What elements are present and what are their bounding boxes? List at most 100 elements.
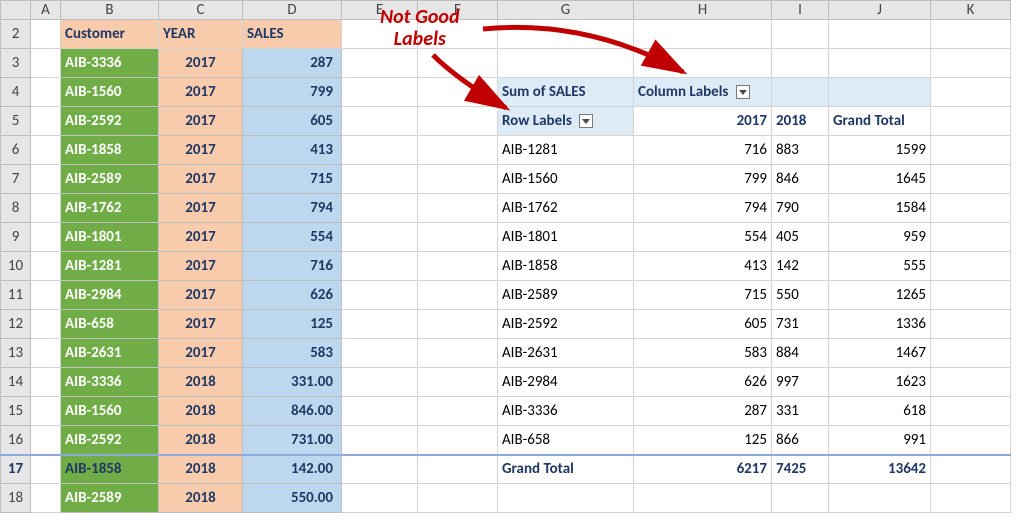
- cell-year[interactable]: 2017: [159, 339, 243, 368]
- row-header-15[interactable]: 15: [1, 397, 31, 426]
- cell-G3[interactable]: [498, 49, 634, 78]
- cell-year[interactable]: 2017: [159, 107, 243, 136]
- row-header-7[interactable]: 7: [1, 165, 31, 194]
- cell-F12[interactable]: [418, 310, 498, 339]
- cell-F16[interactable]: [418, 426, 498, 455]
- cell-F5[interactable]: [418, 107, 498, 136]
- col-header-H[interactable]: H: [634, 1, 772, 20]
- row-labels-dropdown-icon[interactable]: [579, 114, 593, 128]
- pivot-blank-J4[interactable]: [829, 78, 931, 107]
- cell-G18[interactable]: [498, 484, 634, 513]
- pivot-val-total[interactable]: 1467: [829, 339, 931, 368]
- pivot-row-label[interactable]: AIB-2589: [498, 281, 634, 310]
- cell-K7[interactable]: [931, 165, 1011, 194]
- cell-customer[interactable]: AIB-2589: [61, 165, 159, 194]
- cell-E18[interactable]: [342, 484, 418, 513]
- cell-customer[interactable]: AIB-2589: [61, 484, 159, 513]
- row-header-17[interactable]: 17: [1, 455, 31, 484]
- pivot-val-2017[interactable]: 583: [634, 339, 772, 368]
- cell-J2[interactable]: [829, 20, 931, 49]
- cell-year[interactable]: 2018: [159, 397, 243, 426]
- cell-customer[interactable]: AIB-658: [61, 310, 159, 339]
- cell-A16[interactable]: [31, 426, 61, 455]
- cell-year[interactable]: 2017: [159, 194, 243, 223]
- cell-sales[interactable]: 287: [243, 49, 342, 78]
- cell-K17[interactable]: [931, 455, 1011, 484]
- cell-year[interactable]: 2017: [159, 49, 243, 78]
- cell-sales[interactable]: 715: [243, 165, 342, 194]
- cell-sales[interactable]: 799: [243, 78, 342, 107]
- pivot-row-label[interactable]: AIB-1560: [498, 165, 634, 194]
- cell-E14[interactable]: [342, 368, 418, 397]
- cell-F10[interactable]: [418, 252, 498, 281]
- cell-F9[interactable]: [418, 223, 498, 252]
- col-header-G[interactable]: G: [498, 1, 634, 20]
- cell-A11[interactable]: [31, 281, 61, 310]
- col-header-A[interactable]: A: [31, 1, 61, 20]
- pivot-val-2018[interactable]: 405: [772, 223, 829, 252]
- pivot-col-grandtotal[interactable]: Grand Total: [829, 107, 931, 136]
- cell-sales[interactable]: 626: [243, 281, 342, 310]
- cell-K13[interactable]: [931, 339, 1011, 368]
- cell-sales[interactable]: 554: [243, 223, 342, 252]
- cell-customer[interactable]: AIB-1560: [61, 397, 159, 426]
- col-labels-dropdown-icon[interactable]: [736, 85, 750, 99]
- cell-A6[interactable]: [31, 136, 61, 165]
- pivot-val-total[interactable]: 1623: [829, 368, 931, 397]
- col-header-I[interactable]: I: [772, 1, 829, 20]
- cell-year[interactable]: 2017: [159, 252, 243, 281]
- cell-K11[interactable]: [931, 281, 1011, 310]
- cell-customer[interactable]: AIB-2592: [61, 426, 159, 455]
- pivot-row-label[interactable]: AIB-2631: [498, 339, 634, 368]
- cell-customer[interactable]: AIB-1281: [61, 252, 159, 281]
- pivot-val-2018[interactable]: 997: [772, 368, 829, 397]
- pivot-row-label[interactable]: AIB-1281: [498, 136, 634, 165]
- cell-E16[interactable]: [342, 426, 418, 455]
- cell-F15[interactable]: [418, 397, 498, 426]
- row-header-13[interactable]: 13: [1, 339, 31, 368]
- pivot-val-2017[interactable]: 626: [634, 368, 772, 397]
- cell-sales[interactable]: 846.00: [243, 397, 342, 426]
- row-header-9[interactable]: 9: [1, 223, 31, 252]
- pivot-val-2017[interactable]: 605: [634, 310, 772, 339]
- pivot-val-total[interactable]: 1265: [829, 281, 931, 310]
- pivot-val-total[interactable]: 1336: [829, 310, 931, 339]
- col-header-C[interactable]: C: [159, 1, 243, 20]
- cell-K12[interactable]: [931, 310, 1011, 339]
- cell-A17[interactable]: [31, 455, 61, 484]
- col-header-J[interactable]: J: [829, 1, 931, 20]
- cell-I2[interactable]: [772, 20, 829, 49]
- row-header-3[interactable]: 3: [1, 49, 31, 78]
- cell-E7[interactable]: [342, 165, 418, 194]
- cell-A4[interactable]: [31, 78, 61, 107]
- row-header-16[interactable]: 16: [1, 426, 31, 455]
- pivot-val-2018[interactable]: 866: [772, 426, 829, 455]
- cell-F8[interactable]: [418, 194, 498, 223]
- cell-E10[interactable]: [342, 252, 418, 281]
- cell-K8[interactable]: [931, 194, 1011, 223]
- pivot-val-2017[interactable]: 794: [634, 194, 772, 223]
- cell-K9[interactable]: [931, 223, 1011, 252]
- cell-K2[interactable]: [931, 20, 1011, 49]
- pivot-row-labels[interactable]: Row Labels: [498, 107, 634, 136]
- row-header-5[interactable]: 5: [1, 107, 31, 136]
- cell-customer[interactable]: AIB-2592: [61, 107, 159, 136]
- cell-sales[interactable]: 331.00: [243, 368, 342, 397]
- cell-E3[interactable]: [342, 49, 418, 78]
- cell-E13[interactable]: [342, 339, 418, 368]
- cell-A18[interactable]: [31, 484, 61, 513]
- pivot-col-2018[interactable]: 2018: [772, 107, 829, 136]
- cell-E17[interactable]: [342, 455, 418, 484]
- cell-A12[interactable]: [31, 310, 61, 339]
- cell-K5[interactable]: [931, 107, 1011, 136]
- cell-year[interactable]: 2017: [159, 281, 243, 310]
- cell-A10[interactable]: [31, 252, 61, 281]
- cell-sales[interactable]: 125: [243, 310, 342, 339]
- cell-I18[interactable]: [772, 484, 829, 513]
- pivot-row-label[interactable]: AIB-2984: [498, 368, 634, 397]
- cell-E6[interactable]: [342, 136, 418, 165]
- cell-E8[interactable]: [342, 194, 418, 223]
- pivot-val-2018[interactable]: 550: [772, 281, 829, 310]
- pivot-grandtotal-total[interactable]: 13642: [829, 455, 931, 484]
- row-header-2[interactable]: 2: [1, 20, 31, 49]
